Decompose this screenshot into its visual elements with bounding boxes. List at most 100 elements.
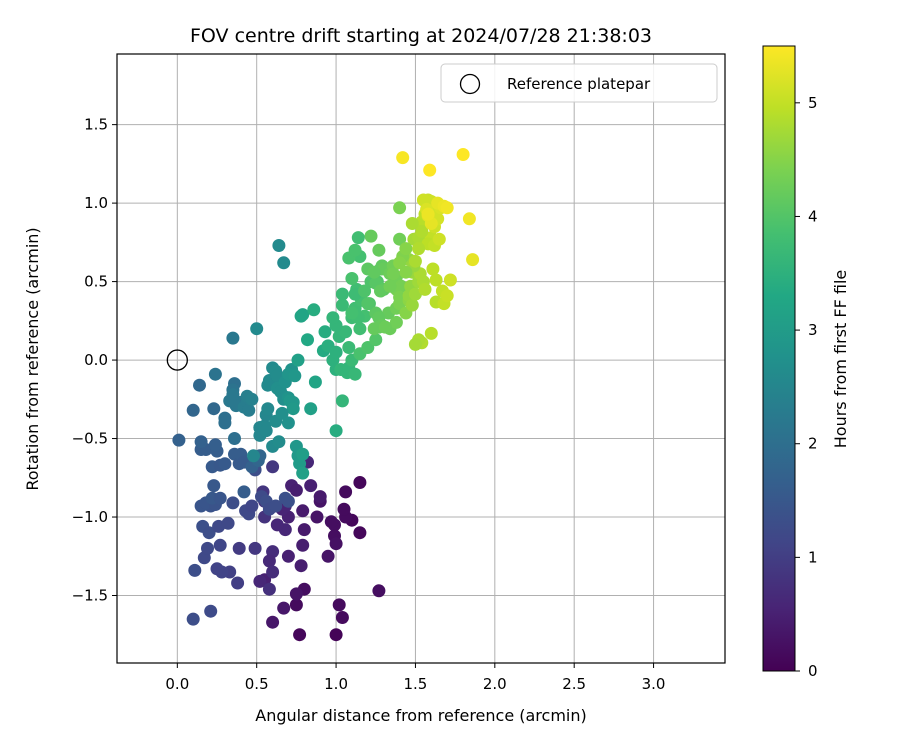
data-point xyxy=(281,494,295,508)
data-point xyxy=(202,526,216,540)
data-point xyxy=(250,322,264,336)
data-point xyxy=(226,496,240,510)
data-point xyxy=(272,435,286,449)
data-point xyxy=(237,485,251,499)
data-point xyxy=(193,378,206,392)
data-point xyxy=(186,612,200,626)
data-point xyxy=(223,394,237,408)
legend-open-circle-icon xyxy=(459,73,481,95)
data-point xyxy=(266,460,280,474)
data-point xyxy=(201,541,214,555)
x-axis-ticks: 0.0 0.5 1.0 1.5 2.0 2.5 3.0 xyxy=(165,663,665,693)
data-point xyxy=(218,416,232,430)
legend-entry-label: Reference platepar xyxy=(507,75,651,93)
data-point xyxy=(259,424,273,438)
data-point xyxy=(372,243,386,257)
data-point xyxy=(345,272,359,285)
data-point xyxy=(432,232,446,246)
data-point xyxy=(443,273,457,287)
data-point xyxy=(262,554,276,568)
data-point xyxy=(172,433,186,447)
data-point xyxy=(232,541,246,555)
data-point xyxy=(337,502,351,516)
data-point xyxy=(194,435,208,449)
colorbar-ticks: 0 1 2 3 4 5 xyxy=(795,94,818,680)
data-point xyxy=(207,479,221,493)
data-point xyxy=(440,289,454,303)
data-point xyxy=(226,331,240,345)
data-point xyxy=(277,256,291,270)
data-point xyxy=(345,306,359,320)
x-tick-label: 3.0 xyxy=(642,675,666,693)
data-point xyxy=(393,232,407,246)
data-point xyxy=(275,406,289,420)
data-point xyxy=(208,367,222,381)
data-point xyxy=(335,394,349,408)
data-point xyxy=(207,402,221,416)
data-point xyxy=(270,518,284,532)
data-point xyxy=(310,510,324,524)
data-point xyxy=(389,315,403,329)
data-point xyxy=(221,516,235,530)
data-point xyxy=(335,611,349,624)
x-axis-label: Angular distance from reference (arcmin) xyxy=(255,706,586,725)
data-point xyxy=(296,538,310,552)
data-point xyxy=(289,483,303,497)
reference-marker xyxy=(166,349,188,371)
chart-title: FOV centre drift starting at 2024/07/28 … xyxy=(190,25,652,47)
data-point xyxy=(342,341,356,354)
x-tick-label: 2.0 xyxy=(483,675,507,693)
data-point xyxy=(405,217,419,230)
data-point xyxy=(293,628,307,642)
data-point xyxy=(456,148,470,161)
data-point xyxy=(324,515,338,529)
data-point xyxy=(228,432,241,445)
data-point xyxy=(318,325,332,339)
y-tick-label: 0.5 xyxy=(84,273,108,291)
data-point xyxy=(335,287,349,301)
data-point xyxy=(329,537,343,551)
data-point xyxy=(218,457,232,471)
colorbar-tick-label: 5 xyxy=(808,94,818,112)
data-point xyxy=(329,424,343,438)
data-point xyxy=(361,341,375,354)
data-point xyxy=(245,499,259,513)
data-point xyxy=(405,298,419,312)
data-point xyxy=(353,526,367,540)
data-point xyxy=(213,538,227,552)
y-tick-label: −1.5 xyxy=(72,587,108,605)
data-point xyxy=(296,466,310,480)
data-point xyxy=(399,265,413,279)
data-point xyxy=(408,337,422,351)
data-point xyxy=(426,262,440,276)
data-point xyxy=(291,353,305,367)
data-point xyxy=(399,242,413,256)
data-point xyxy=(286,402,300,416)
data-point xyxy=(329,345,343,359)
data-point xyxy=(339,325,353,339)
colorbar-tick-label: 2 xyxy=(808,435,818,453)
y-tick-label: −1.0 xyxy=(72,508,108,526)
x-tick-label: 0.0 xyxy=(165,675,189,693)
data-point xyxy=(296,308,310,322)
data-point xyxy=(294,559,308,573)
data-point xyxy=(415,224,429,238)
colorbar-gradient xyxy=(762,45,796,672)
data-point xyxy=(353,322,367,336)
x-tick-label: 2.5 xyxy=(562,675,586,693)
data-point xyxy=(231,576,245,590)
data-point xyxy=(242,403,256,417)
data-point xyxy=(245,392,259,406)
data-point xyxy=(424,326,438,340)
data-point xyxy=(412,242,426,256)
data-point xyxy=(358,284,372,298)
data-point xyxy=(188,563,202,577)
data-point xyxy=(367,265,381,279)
data-point xyxy=(266,615,280,629)
data-point xyxy=(277,601,291,615)
data-point xyxy=(364,229,378,243)
data-point xyxy=(393,201,407,215)
colorbar-tick-label: 0 xyxy=(808,662,818,680)
data-point xyxy=(269,499,283,513)
data-point xyxy=(378,320,392,334)
